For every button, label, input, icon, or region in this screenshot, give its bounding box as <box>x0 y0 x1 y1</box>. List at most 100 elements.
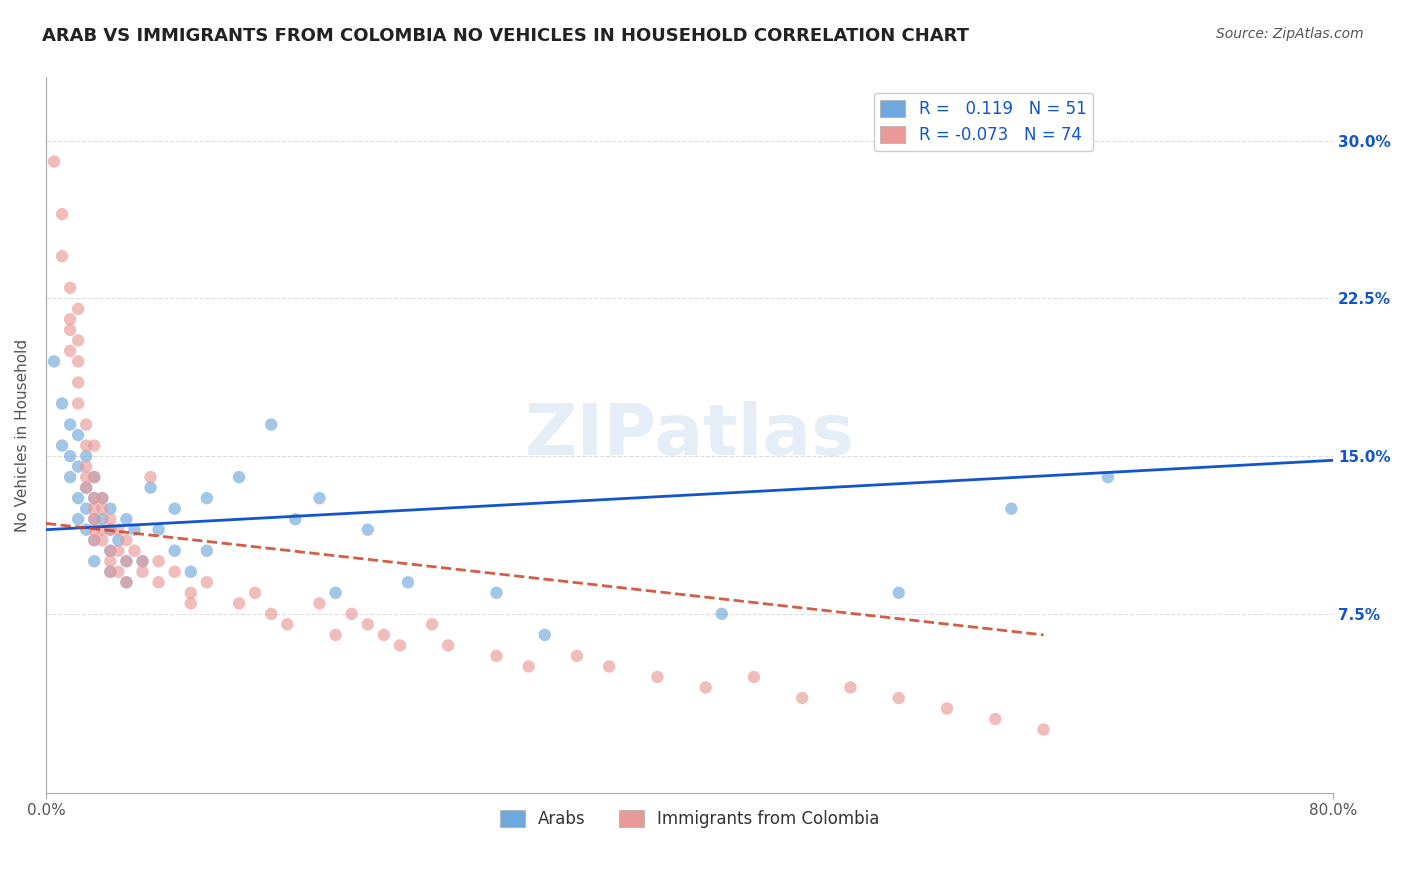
Point <box>83 554 105 568</box>
Point <box>98 565 121 579</box>
Point <box>163 543 186 558</box>
Point <box>695 681 717 695</box>
Point <box>67 376 90 390</box>
Point <box>51 439 73 453</box>
Text: ZIPatlas: ZIPatlas <box>524 401 855 469</box>
Point <box>115 554 138 568</box>
Point <box>228 470 250 484</box>
Point <box>163 565 186 579</box>
Point <box>1097 470 1119 484</box>
Point <box>59 312 82 326</box>
Point <box>839 681 862 695</box>
Point <box>260 607 283 621</box>
Point <box>180 565 202 579</box>
Point <box>75 481 97 495</box>
Point <box>75 523 97 537</box>
Point <box>75 459 97 474</box>
Point <box>420 617 443 632</box>
Point <box>984 712 1007 726</box>
Point <box>107 565 129 579</box>
Point <box>98 512 121 526</box>
Point <box>67 491 90 505</box>
Point <box>51 207 73 221</box>
Point <box>107 543 129 558</box>
Point <box>195 491 218 505</box>
Point <box>792 691 814 706</box>
Y-axis label: No Vehicles in Household: No Vehicles in Household <box>15 338 30 532</box>
Point <box>887 691 910 706</box>
Point <box>340 607 363 621</box>
Point <box>485 648 508 663</box>
Point <box>308 491 330 505</box>
Point <box>83 523 105 537</box>
Point <box>131 554 153 568</box>
Point <box>260 417 283 432</box>
Text: Source: ZipAtlas.com: Source: ZipAtlas.com <box>1216 27 1364 41</box>
Point <box>83 533 105 548</box>
Point <box>83 439 105 453</box>
Point <box>276 617 298 632</box>
Point <box>67 428 90 442</box>
Point <box>59 343 82 358</box>
Point <box>325 586 347 600</box>
Point <box>396 575 419 590</box>
Point <box>195 543 218 558</box>
Point <box>42 354 65 368</box>
Point <box>83 470 105 484</box>
Legend: Arabs, Immigrants from Colombia: Arabs, Immigrants from Colombia <box>494 803 886 834</box>
Point <box>437 639 460 653</box>
Point <box>107 523 129 537</box>
Point <box>373 628 395 642</box>
Point <box>131 565 153 579</box>
Point <box>42 154 65 169</box>
Point <box>148 575 170 590</box>
Point <box>1032 723 1054 737</box>
Point <box>139 481 162 495</box>
Text: ARAB VS IMMIGRANTS FROM COLOMBIA NO VEHICLES IN HOUSEHOLD CORRELATION CHART: ARAB VS IMMIGRANTS FROM COLOMBIA NO VEHI… <box>42 27 969 45</box>
Point <box>115 554 138 568</box>
Point <box>83 491 105 505</box>
Point <box>75 501 97 516</box>
Point <box>59 323 82 337</box>
Point <box>139 470 162 484</box>
Point <box>115 533 138 548</box>
Point <box>98 565 121 579</box>
Point <box>485 586 508 600</box>
Point <box>131 554 153 568</box>
Point <box>388 639 411 653</box>
Point <box>83 533 105 548</box>
Point <box>107 533 129 548</box>
Point <box>51 396 73 410</box>
Point <box>67 334 90 348</box>
Point <box>67 354 90 368</box>
Point <box>67 512 90 526</box>
Point <box>308 596 330 610</box>
Point <box>710 607 733 621</box>
Point <box>83 501 105 516</box>
Point <box>115 512 138 526</box>
Point <box>598 659 620 673</box>
Point <box>357 523 380 537</box>
Point <box>533 628 555 642</box>
Point <box>98 543 121 558</box>
Point <box>148 554 170 568</box>
Point <box>83 470 105 484</box>
Point <box>180 586 202 600</box>
Point <box>148 523 170 537</box>
Point <box>91 491 114 505</box>
Point <box>75 470 97 484</box>
Point <box>195 575 218 590</box>
Point <box>180 596 202 610</box>
Point <box>98 501 121 516</box>
Point <box>565 648 588 663</box>
Point <box>243 586 266 600</box>
Point <box>75 439 97 453</box>
Point <box>59 417 82 432</box>
Point <box>115 575 138 590</box>
Point <box>887 586 910 600</box>
Point <box>1000 501 1022 516</box>
Point <box>67 459 90 474</box>
Point <box>98 523 121 537</box>
Point <box>51 249 73 263</box>
Point <box>163 501 186 516</box>
